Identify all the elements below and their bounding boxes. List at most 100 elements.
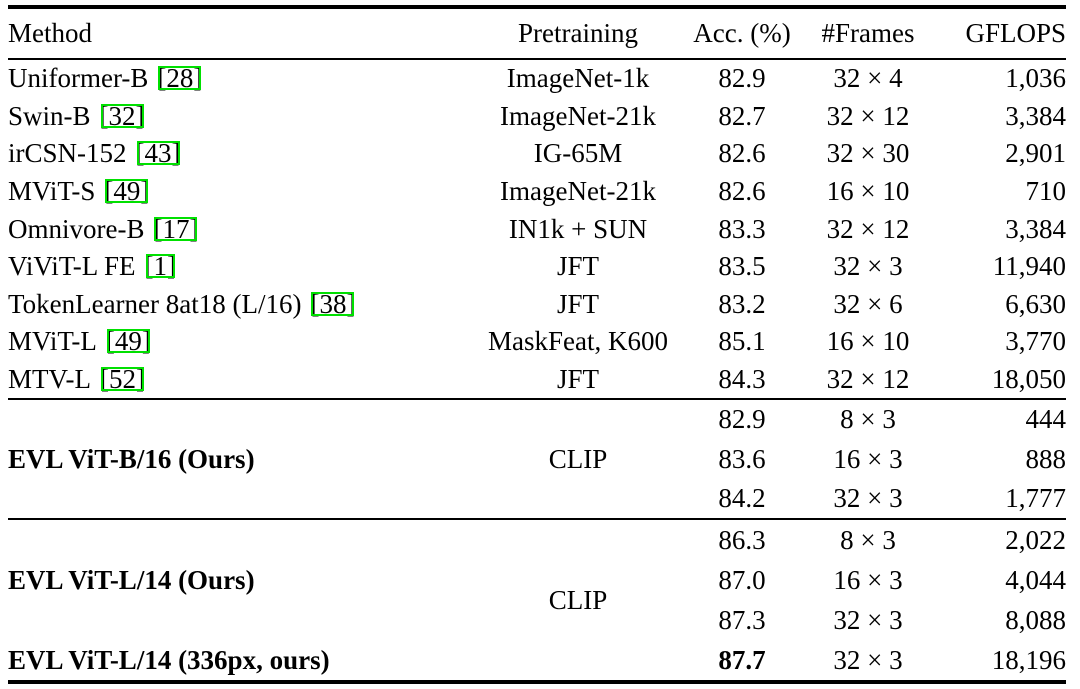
method-cell: MTV-L [52]: [8, 364, 470, 395]
method-cell: Uniformer-B [28]: [8, 63, 470, 94]
citation-bracket: ]: [346, 288, 356, 319]
section-rule: [8, 398, 1066, 401]
acc-cell: 84.3: [718, 364, 766, 395]
citation-box: [101, 367, 145, 392]
group-evl-vit-b16: EVL ViT-B/16 (Ours) CLIP 82.9 8 × 3 444 …: [8, 400, 1066, 518]
citation-box: [136, 141, 180, 166]
gflops-cell: 888: [1025, 443, 1067, 474]
citation-bracket: ]: [171, 138, 181, 169]
table-row: MViT-L [49] MaskFeat, K600 85.1 16 × 10 3…: [8, 323, 1066, 361]
header-rule: [8, 58, 1066, 60]
citation-box: [106, 329, 150, 354]
pretraining-cell: JFT: [556, 364, 600, 395]
citation-number: 28: [166, 63, 194, 94]
pretraining-cell: JFT: [556, 288, 600, 319]
frames-cell: 16 × 10: [826, 326, 910, 357]
method-name: MTV-L: [8, 364, 92, 395]
citation-bracket: ]: [140, 176, 150, 207]
acc-cell: 82.6: [718, 138, 766, 169]
acc-cell: 83.3: [718, 213, 766, 244]
frames-cell: 16 × 3: [833, 564, 903, 595]
acc-cell: 83.6: [718, 443, 766, 474]
acc-cell: 82.9: [718, 63, 766, 94]
table-row: ViViT-L FE [1] JFT 83.5 32 × 3 11,940: [8, 248, 1066, 286]
method-name: Swin-B: [8, 100, 91, 131]
citation-bracket: ]: [135, 100, 145, 131]
frames-cell: 32 × 12: [826, 100, 910, 131]
method-cell: MViT-L [49]: [8, 326, 470, 357]
table-header-row: Method Pretraining Acc. (%) #Frames GFLO…: [8, 9, 1066, 58]
citation-box: [105, 179, 149, 204]
frames-cell: 32 × 3: [833, 604, 903, 635]
gflops-cell: 3,770: [1005, 326, 1066, 357]
citation-bracket: [: [144, 251, 154, 282]
citation-bracket: [: [99, 100, 109, 131]
citation-link[interactable]: [1]: [145, 253, 177, 280]
group-evl-vit-l14: EVL ViT-L/14 (Ours) CLIP 86.3 8 × 3 2,02…: [8, 520, 1066, 680]
citation-number: 32: [108, 100, 136, 131]
method-cell: EVL ViT-B/16 (Ours): [8, 443, 255, 474]
citation-bracket: [: [135, 138, 145, 169]
method-name: MViT-L: [8, 326, 97, 357]
gflops-cell: 444: [1025, 404, 1067, 435]
gflops-cell: 3,384: [1005, 100, 1066, 131]
citation-bracket: ]: [193, 63, 203, 94]
method-cell: irCSN-152 [43]: [8, 138, 470, 169]
acc-cell: 82.6: [718, 176, 766, 207]
citation-link[interactable]: [49]: [104, 178, 149, 205]
frames-cell: 32 × 12: [826, 213, 910, 244]
acc-cell: 84.2: [718, 483, 766, 514]
citation-link[interactable]: [43]: [136, 140, 181, 167]
frames-cell: 16 × 10: [826, 176, 910, 207]
citation-bracket: [: [105, 326, 115, 357]
header-frames: #Frames: [821, 18, 915, 48]
citation-link[interactable]: [32]: [99, 100, 145, 131]
frames-cell: 32 × 30: [826, 138, 910, 169]
frames-cell: 32 × 3: [833, 251, 903, 282]
method-cell: EVL ViT-L/14 (Ours): [8, 564, 255, 595]
pretraining-cell: CLIP: [548, 584, 608, 615]
citation-bracket: [: [153, 213, 163, 244]
frames-cell: 32 × 4: [833, 63, 903, 94]
method-cell: Swin-B [32]: [8, 101, 470, 132]
table-row: MViT-S [49] ImageNet-21k 82.6 16 × 10 710: [8, 173, 1066, 211]
citation-link[interactable]: [17]: [153, 213, 198, 244]
citation-bracket: ]: [136, 364, 146, 395]
header-method: Method: [8, 18, 92, 48]
pretraining-cell: ImageNet-1k: [506, 63, 650, 94]
citation-link[interactable]: [52]: [100, 366, 145, 393]
citation-link[interactable]: [49]: [106, 328, 151, 355]
acc-cell: 83.2: [718, 288, 766, 319]
gflops-cell: 6,630: [1005, 288, 1066, 319]
gflops-cell: 2,901: [1005, 138, 1066, 169]
gflops-cell: 11,940: [992, 251, 1066, 282]
frames-cell: 8 × 3: [840, 524, 896, 555]
frames-cell: 32 × 12: [826, 364, 910, 395]
acc-cell: 86.3: [718, 524, 766, 555]
method-cell: TokenLearner 8at18 (L/16) [38]: [8, 289, 470, 320]
pretraining-cell: JFT: [556, 251, 600, 282]
citation-bracket: [: [100, 364, 110, 395]
citation-bracket: ]: [167, 251, 177, 282]
citation-box: [154, 216, 198, 241]
citation-box: [158, 66, 202, 91]
citation-link[interactable]: [28]: [157, 65, 202, 92]
gflops-cell: 2,022: [1005, 524, 1066, 555]
gflops-cell: 8,088: [1005, 604, 1066, 635]
gflops-cell: 1,036: [1005, 63, 1066, 94]
citation-number: 49: [114, 326, 142, 357]
table-row: irCSN-152 [43] IG-65M 82.6 32 × 30 2,901: [8, 135, 1066, 173]
frames-cell: 16 × 3: [833, 443, 903, 474]
citation-bracket: [: [310, 288, 320, 319]
citation-bracket: [: [104, 176, 114, 207]
citation-link[interactable]: [38]: [310, 288, 356, 319]
table-top-rule: [8, 5, 1066, 9]
pretraining-cell: CLIP: [548, 443, 608, 474]
pretraining-cell: ImageNet-21k: [500, 100, 656, 131]
citation-number: 17: [162, 213, 190, 244]
method-cell: MViT-S [49]: [8, 176, 470, 207]
acc-cell: 82.7: [718, 100, 766, 131]
method-cell: ViViT-L FE [1]: [8, 251, 470, 282]
acc-cell: 87.7: [718, 644, 766, 675]
pretraining-cell: IN1k + SUN: [508, 213, 648, 244]
